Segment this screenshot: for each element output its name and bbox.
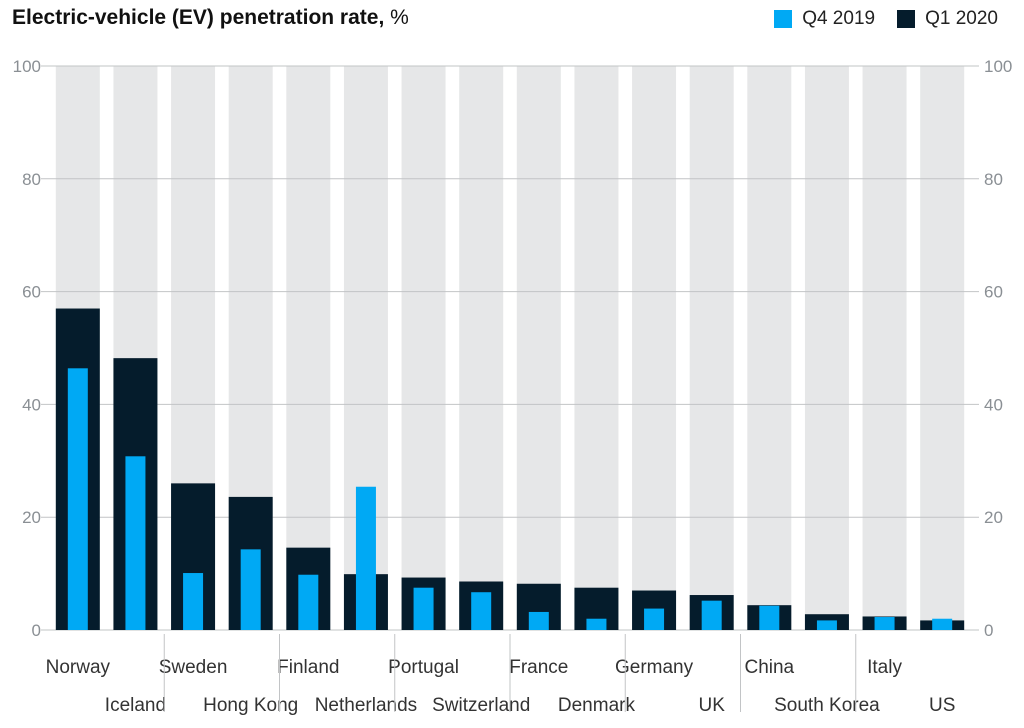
y-tick-left-0: 0 — [32, 621, 41, 640]
legend-swatch-q1-2020 — [897, 10, 916, 28]
bar-q4-2019-uk — [701, 600, 722, 630]
bar-q4-2019-germany — [644, 608, 665, 630]
bar-q4-2019-denmark — [586, 618, 607, 630]
y-tick-right-60: 60 — [984, 283, 1003, 302]
bar-q4-2019-finland — [298, 574, 319, 630]
y-tick-right-0: 0 — [984, 621, 993, 640]
bar-q4-2019-china — [759, 605, 780, 630]
band-portugal — [401, 66, 446, 630]
y-tick-right-20: 20 — [984, 508, 1003, 527]
y-tick-left-20: 20 — [22, 508, 41, 527]
y-tick-right-100: 100 — [984, 57, 1012, 76]
bar-q4-2019-norway — [67, 368, 88, 630]
bar-q4-2019-us — [932, 618, 953, 630]
x-label-south-korea: South Korea — [774, 695, 880, 716]
legend: Q4 2019 Q1 2020 — [752, 8, 998, 30]
bar-q4-2019-sweden — [183, 573, 204, 630]
band-switzerland — [459, 66, 504, 630]
band-germany — [632, 66, 677, 630]
y-tick-left-80: 80 — [22, 170, 41, 189]
band-denmark — [574, 66, 619, 630]
legend-swatch-q4-2019 — [774, 10, 793, 28]
x-label-germany: Germany — [615, 657, 694, 678]
band-south-korea — [804, 66, 849, 630]
band-finland — [286, 66, 331, 630]
chart-title-unit: % — [390, 6, 409, 29]
chart-title-text: Electric-vehicle (EV) penetration rate, — [12, 6, 385, 29]
x-label-iceland: Iceland — [105, 695, 166, 716]
y-tick-left-60: 60 — [22, 283, 41, 302]
x-label-switzerland: Switzerland — [432, 695, 530, 716]
legend-item-q1-2020: Q1 2020 — [897, 8, 998, 30]
tick-labels: 0 0 20 20 40 40 60 60 80 80 100 100 — [13, 57, 1013, 640]
category-labels: Norway Iceland Sweden Hong Kong Finland Nethe… — [46, 634, 955, 716]
band-us — [920, 66, 965, 630]
x-label-norway: Norway — [46, 657, 111, 678]
band-france — [516, 66, 561, 630]
band-uk — [689, 66, 734, 630]
x-label-uk: UK — [698, 695, 725, 716]
legend-label-q4-2019: Q4 2019 — [802, 8, 876, 29]
y-tick-left-40: 40 — [22, 395, 41, 414]
x-label-us: US — [929, 695, 955, 716]
x-label-netherlands: Netherlands — [315, 695, 417, 716]
x-label-hong-kong: Hong Kong — [203, 695, 298, 716]
y-tick-left-100: 100 — [13, 57, 41, 76]
bar-q4-2019-france — [528, 611, 549, 630]
bar-q4-2019-hong-kong — [240, 549, 261, 630]
bar-q4-2019-south-korea — [816, 620, 837, 630]
x-label-portugal: Portugal — [388, 657, 459, 678]
legend-item-q4-2019: Q4 2019 — [774, 8, 875, 30]
x-label-finland: Finland — [277, 657, 339, 678]
y-tick-right-40: 40 — [984, 395, 1003, 414]
x-label-sweden: Sweden — [159, 657, 228, 678]
band-china — [747, 66, 792, 630]
chart-title: Electric-vehicle (EV) penetration rate, … — [12, 6, 409, 30]
y-tick-right-80: 80 — [984, 170, 1003, 189]
legend-label-q1-2020: Q1 2020 — [925, 8, 998, 29]
bar-q4-2019-switzerland — [471, 592, 492, 630]
bars — [55, 308, 965, 630]
bar-q4-2019-netherlands — [355, 486, 376, 630]
bar-q4-2019-iceland — [125, 456, 146, 630]
band-italy — [862, 66, 907, 630]
x-label-france: France — [509, 657, 568, 678]
x-label-italy: Italy — [867, 657, 902, 678]
bar-q4-2019-italy — [874, 617, 895, 630]
x-label-denmark: Denmark — [558, 695, 636, 716]
x-label-china: China — [744, 657, 794, 678]
bar-q4-2019-portugal — [413, 587, 434, 630]
